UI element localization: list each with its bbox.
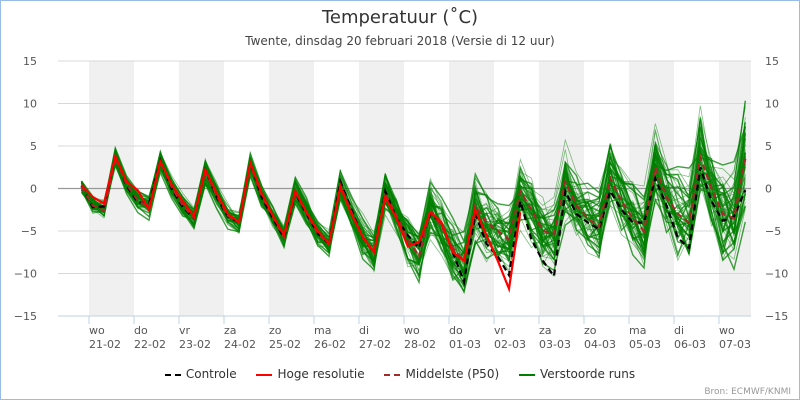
x-tick-day: za [224, 324, 237, 337]
x-tick-date: 07-03 [719, 338, 751, 351]
legend-label: Hoge resolutie [277, 367, 365, 381]
legend-swatch [256, 373, 273, 376]
y-tick-label-left: 5 [30, 140, 37, 153]
legend-item-controle[interactable]: Controle [164, 367, 237, 381]
legend-item-hoge-resolutie[interactable]: Hoge resolutie [256, 367, 365, 381]
source-credit[interactable]: Bron: ECMWF/KNMI [704, 387, 791, 397]
x-tick-date: 21-02 [89, 338, 121, 351]
y-tick-label-right: −15 [765, 310, 788, 323]
x-tick-day: zo [584, 324, 597, 337]
y-tick-label-left: −15 [14, 310, 37, 323]
x-tick-date: 22-02 [134, 338, 166, 351]
x-tick-day: zo [269, 324, 282, 337]
y-tick-label-left: −5 [21, 225, 37, 238]
y-tick-label-right: −5 [765, 225, 781, 238]
y-tick-label-right: 15 [765, 55, 779, 68]
x-tick-day: do [449, 324, 463, 337]
y-tick-label-right: 0 [765, 183, 772, 196]
y-tick-label-right: 5 [765, 140, 772, 153]
ensemble-member-line [81, 117, 746, 266]
x-tick-date: 24-02 [224, 338, 256, 351]
x-tick-date: 25-02 [269, 338, 301, 351]
y-tick-label-right: −10 [765, 268, 788, 281]
x-tick-day: vr [494, 324, 506, 337]
x-tick-day: wo [89, 324, 105, 337]
ensemble-member-line [81, 129, 746, 280]
legend-label: Controle [185, 367, 237, 381]
x-tick-day: wo [404, 324, 420, 337]
legend-label: Middelste (P50) [405, 367, 500, 381]
x-tick-date: 27-02 [359, 338, 391, 351]
ensemble-member-line [81, 122, 746, 265]
x-tick-day: di [674, 324, 684, 337]
x-tick-date: 04-03 [584, 338, 616, 351]
legend-item-verstoorde-runs[interactable]: Verstoorde runs [518, 367, 636, 381]
legend-swatch [518, 373, 535, 376]
y-tick-label-left: 15 [23, 55, 37, 68]
x-tick-date: 02-03 [494, 338, 526, 351]
x-tick-date: 23-02 [179, 338, 211, 351]
legend-swatch [164, 373, 181, 376]
chart-subtitle: Twente, dinsdag 20 februari 2018 (Versie… [245, 34, 555, 48]
x-tick-date: 26-02 [314, 338, 346, 351]
series-line-hoge-resolutie [80, 152, 522, 293]
y-tick-label-left: −10 [14, 268, 37, 281]
x-tick-date: 01-03 [449, 338, 481, 351]
x-tick-day: ma [314, 324, 331, 337]
y-tick-label-left: 0 [30, 183, 37, 196]
legend-swatch [384, 373, 401, 376]
x-tick-day: ma [629, 324, 646, 337]
x-tick-date: 28-02 [404, 338, 436, 351]
x-tick-day: wo [719, 324, 735, 337]
ensemble-member-line [81, 161, 746, 269]
legend-label: Verstoorde runs [539, 367, 636, 381]
ensemble-member-line [81, 123, 746, 268]
x-tick-day: di [359, 324, 369, 337]
series-line-middelste-p50- [80, 152, 747, 264]
y-tick-label-left: 10 [23, 98, 37, 111]
legend-item-p50[interactable]: Middelste (P50) [384, 367, 499, 381]
x-tick-day: za [539, 324, 552, 337]
series-line-controle [80, 152, 747, 287]
y-tick-label-right: 10 [765, 98, 779, 111]
x-tick-date: 03-03 [539, 338, 571, 351]
x-tick-date: 06-03 [674, 338, 706, 351]
x-tick-day: vr [179, 324, 191, 337]
x-tick-date: 05-03 [629, 338, 661, 351]
x-tick-day: do [134, 324, 148, 337]
legend: Controle Hoge resolutie Middelste (P50) … [1, 367, 799, 381]
chart-title: Temperatuur (˚C) [321, 7, 479, 28]
